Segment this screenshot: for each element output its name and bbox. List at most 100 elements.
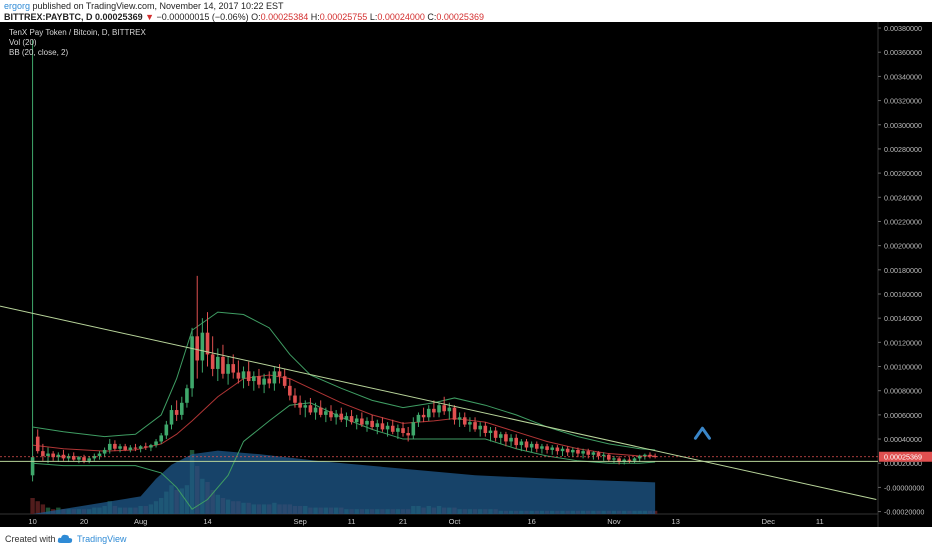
candle-body	[545, 446, 549, 450]
candle-body	[324, 411, 328, 415]
candle-body	[282, 376, 287, 386]
created-with-text: Created with	[5, 534, 56, 544]
candle-body	[313, 407, 318, 413]
candle-body	[493, 430, 498, 438]
candle-body	[41, 451, 45, 456]
candle-body	[82, 457, 86, 461]
legend-volume[interactable]: Vol (20)	[9, 38, 37, 47]
y-tick-label: 0.00260000	[884, 169, 922, 178]
volume-bar	[35, 501, 40, 514]
candle-body	[216, 356, 220, 369]
high-value: 0.00025755	[319, 12, 368, 22]
volume-ma-area	[32, 450, 656, 514]
candle-body	[226, 364, 230, 374]
candle-body	[252, 376, 256, 382]
candle-body	[149, 445, 153, 448]
volume-bar	[40, 504, 46, 514]
last-price: 0.00025369	[95, 12, 143, 22]
candle-body	[385, 425, 390, 430]
y-tick-label: 0.00200000	[884, 242, 922, 251]
candle-body	[339, 413, 344, 420]
candle-body	[576, 449, 580, 454]
candle-body	[442, 405, 446, 412]
candle-body	[308, 405, 313, 413]
candle-body	[92, 455, 97, 459]
candle-body	[344, 416, 349, 420]
candle-body	[102, 449, 107, 454]
candle-body	[571, 449, 575, 453]
low-label: L:	[369, 12, 378, 22]
candle-body	[462, 417, 467, 425]
candle-body	[154, 441, 158, 446]
candle-body	[113, 443, 117, 449]
open-label: O:	[251, 12, 261, 22]
candle-body	[617, 458, 621, 463]
candle-body	[375, 423, 380, 427]
candle-body	[288, 385, 292, 396]
candle-body	[648, 454, 652, 456]
candle-body	[46, 453, 50, 456]
candle-body	[437, 405, 441, 413]
change-arrow-icon: ▼	[145, 12, 155, 22]
candle-body	[488, 430, 493, 434]
candle-body	[426, 408, 431, 418]
candle-body	[565, 448, 570, 453]
volume-bar	[45, 507, 51, 514]
candle-body	[560, 448, 565, 452]
x-tick-label: 11	[348, 517, 356, 526]
candle-body	[591, 452, 596, 455]
y-tick-label: 0.00180000	[884, 266, 922, 275]
candle-body	[519, 441, 524, 446]
candle-body	[30, 457, 35, 476]
candle-body	[601, 454, 606, 456]
price-axis-panel	[878, 22, 932, 527]
legend-title: TenX Pay Token / Bitcoin, D, BITTREX	[9, 28, 146, 37]
author-link[interactable]: ergorg	[4, 1, 31, 11]
trendline	[0, 305, 877, 500]
candle-body	[529, 443, 534, 448]
candle-body	[128, 447, 133, 450]
candle-body	[653, 455, 657, 457]
candle-body	[534, 443, 539, 449]
candle-body	[185, 388, 189, 403]
y-tick-label: 0.00120000	[884, 338, 922, 347]
candle-body	[236, 372, 241, 379]
candle-body	[509, 437, 513, 442]
close-value: 0.00025369	[436, 12, 484, 22]
y-tick-label: 0.00360000	[884, 48, 922, 57]
plot-background	[0, 22, 878, 514]
candle-body	[555, 447, 560, 452]
candle-body	[396, 428, 400, 432]
x-tick-label: Oct	[449, 517, 462, 526]
candle-body	[221, 356, 225, 374]
price-chart[interactable]: 0.00380000 0.00360000 0.00340000 0.00320000…	[0, 22, 932, 527]
x-tick-label: Aug	[134, 517, 147, 526]
candle-body	[277, 371, 282, 377]
footer: Created with TradingView	[0, 528, 932, 550]
candle-body	[354, 418, 359, 423]
candle-body	[87, 458, 91, 461]
candle-body	[514, 437, 519, 446]
candle-body	[298, 402, 302, 408]
y-tick-label: 0.00100000	[884, 363, 922, 372]
candle-body	[586, 451, 591, 455]
legend-bollinger[interactable]: BB (20, close, 2)	[9, 48, 69, 57]
candle-body	[267, 378, 272, 384]
chart-canvas[interactable]: 0.00380000 0.00360000 0.00340000 0.00320000…	[0, 22, 932, 527]
candle-body	[205, 332, 210, 355]
candle-body	[334, 413, 338, 418]
y-tick-label: 0.00220000	[884, 217, 922, 226]
candle-body	[421, 414, 426, 418]
tradingview-brand[interactable]: TradingView	[77, 534, 127, 544]
candle-body	[318, 407, 323, 415]
x-tick-label: 20	[80, 517, 88, 526]
candle-body	[447, 407, 452, 412]
x-tick-label: Nov	[607, 517, 621, 526]
candle-body	[246, 371, 251, 382]
candle-body	[632, 458, 637, 461]
chart-legend: TenX Pay Token / Bitcoin, D, BITTREX Vol…	[9, 28, 146, 58]
y-tick-label: 0.00040000	[884, 435, 922, 444]
x-tick-label: 11	[816, 517, 824, 526]
candle-body	[329, 411, 333, 418]
candle-body	[272, 371, 277, 384]
